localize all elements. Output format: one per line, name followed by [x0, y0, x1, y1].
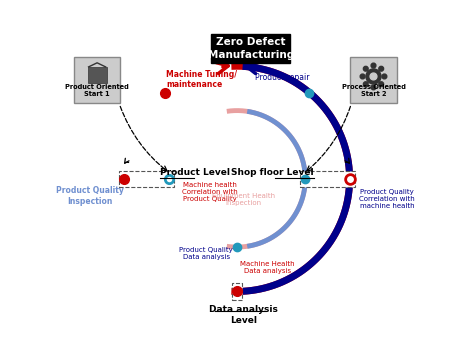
Text: Product repair: Product repair	[255, 73, 310, 82]
Text: Equipment Health
Inspection: Equipment Health Inspection	[212, 193, 275, 206]
FancyBboxPatch shape	[119, 171, 174, 187]
Text: Zero Defect
Manufacturing: Zero Defect Manufacturing	[208, 37, 294, 60]
Circle shape	[360, 74, 365, 79]
Text: Machine Health
Data analysis: Machine Health Data analysis	[240, 261, 295, 274]
Text: Product Level: Product Level	[160, 168, 230, 177]
FancyBboxPatch shape	[88, 67, 107, 83]
Text: Machine Tuning/
maintenance: Machine Tuning/ maintenance	[166, 70, 237, 89]
Text: Process Oriented
Start 2: Process Oriented Start 2	[342, 84, 405, 97]
Circle shape	[371, 85, 376, 90]
Circle shape	[364, 82, 368, 87]
Text: Data analysis
Level: Data analysis Level	[210, 305, 278, 325]
Circle shape	[371, 63, 376, 68]
FancyBboxPatch shape	[232, 283, 242, 300]
Circle shape	[379, 66, 383, 71]
Circle shape	[379, 82, 383, 87]
Circle shape	[366, 69, 381, 84]
Circle shape	[382, 74, 387, 79]
Text: Product Quality
Data analysis: Product Quality Data analysis	[180, 247, 233, 260]
Text: Product Oriented
Start 1: Product Oriented Start 1	[65, 84, 129, 97]
Text: Shop floor Level: Shop floor Level	[231, 168, 314, 177]
Circle shape	[370, 73, 377, 80]
FancyBboxPatch shape	[350, 57, 397, 103]
Text: Product Quality
Correlation with
machine health: Product Quality Correlation with machine…	[359, 189, 415, 209]
Circle shape	[364, 66, 368, 71]
FancyBboxPatch shape	[300, 171, 355, 187]
Text: Product Quality
Inspection: Product Quality Inspection	[56, 186, 124, 206]
FancyBboxPatch shape	[211, 34, 290, 63]
Text: Machine health
Correlation with
Product Quality: Machine health Correlation with Product …	[182, 182, 237, 203]
FancyBboxPatch shape	[74, 57, 120, 103]
